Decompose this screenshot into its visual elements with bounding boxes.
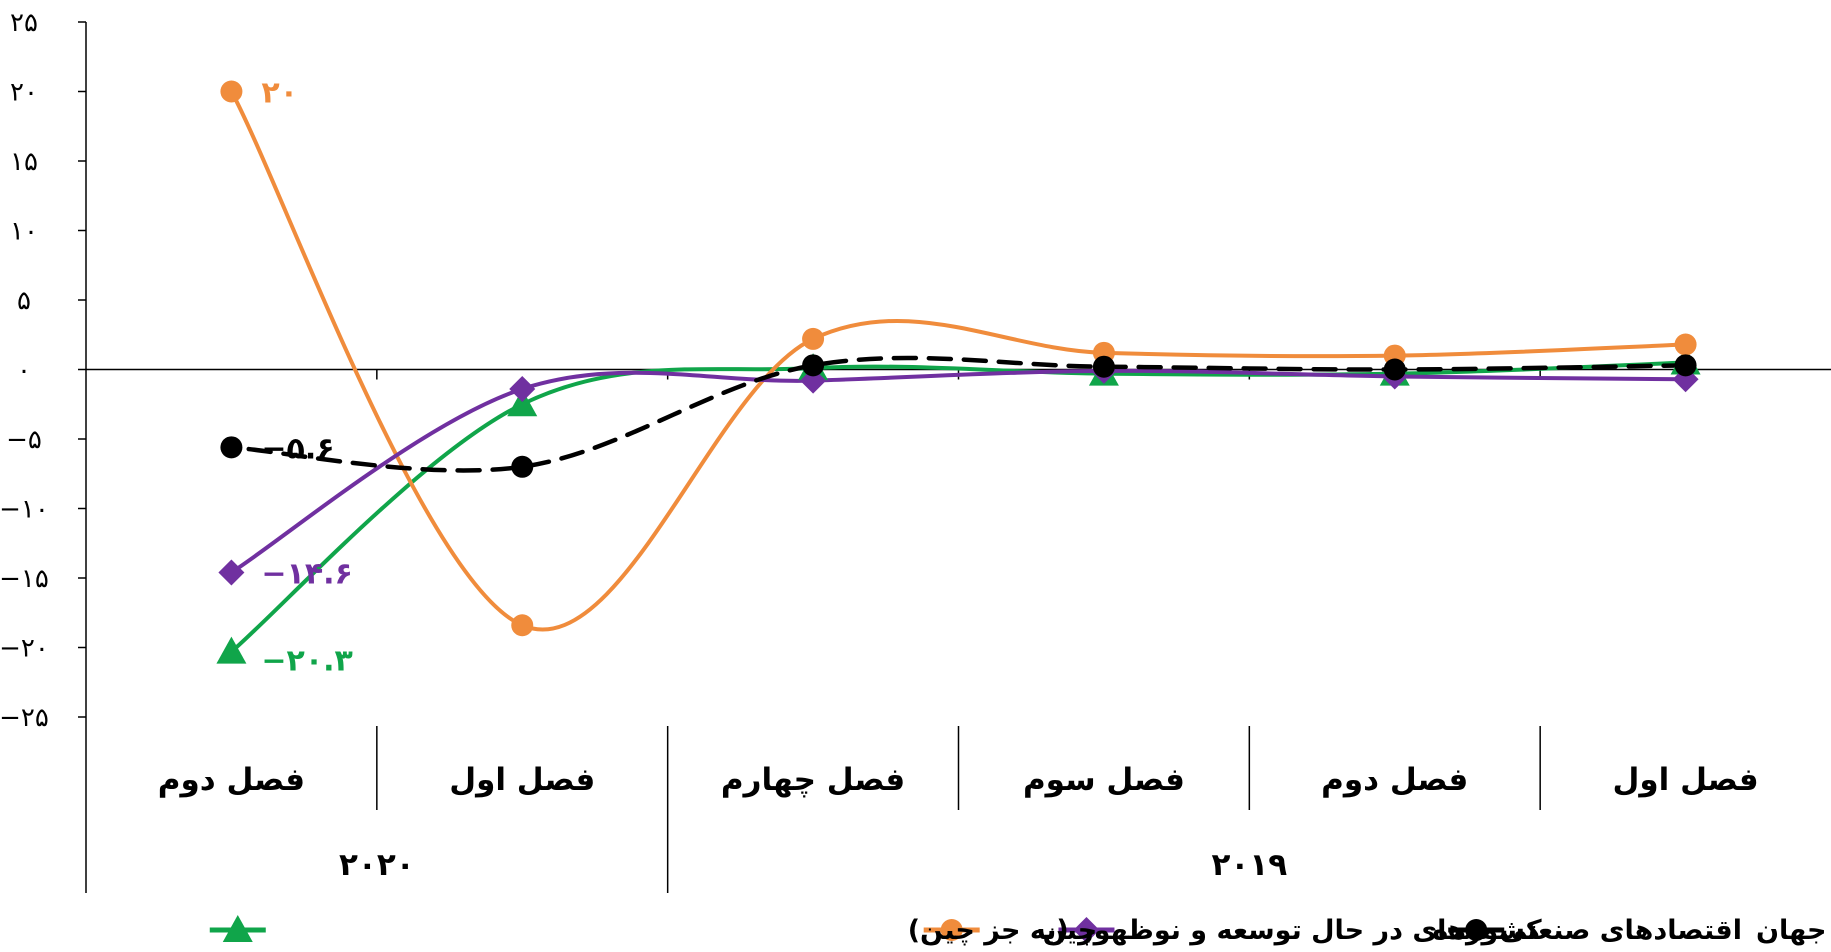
- category-label: فصل سوم: [1023, 762, 1185, 798]
- category-label: فصل دوم: [1321, 762, 1468, 798]
- data-point: [802, 327, 825, 350]
- series-line: [229, 368, 1688, 575]
- legend-label: اقتصادهای صنعتی شده: [1432, 915, 1742, 946]
- legend-label: چین: [1042, 915, 1097, 946]
- legend-entry: اقتصادهای صنعتی شده: [1058, 915, 1742, 946]
- legend-entry: کشورهای در حال توسعه و نوظهور (به جز چین…: [209, 915, 1542, 946]
- data-label: −۵.۶: [261, 431, 334, 466]
- legend-label: تولید صنعتی جهان: [1756, 915, 1831, 946]
- legend-label: کشورهای در حال توسعه و نوظهور (به جز چین…: [908, 915, 1542, 946]
- category-label: فصل دوم: [158, 762, 305, 798]
- y-tick-label: −۲۵: [0, 703, 49, 733]
- y-tick-label: ۱۵: [10, 147, 38, 177]
- series-line: [229, 89, 1688, 632]
- data-point: [216, 636, 247, 664]
- legend-swatch-marker: [1073, 917, 1100, 943]
- data-point: [1092, 355, 1115, 378]
- data-point: [1674, 333, 1697, 356]
- y-tick-label: ۲۰: [10, 78, 38, 108]
- legend-swatch-marker: [1465, 919, 1488, 941]
- data-point: [1674, 354, 1697, 377]
- data-label: −۱۴.۶: [261, 556, 352, 591]
- y-tick-label: −۱۵: [0, 564, 49, 594]
- data-label: −۲۰.۳: [261, 644, 352, 679]
- legend-swatch-marker: [222, 915, 253, 942]
- data-point: [511, 614, 534, 637]
- data-point: [218, 559, 245, 586]
- data-point: [509, 375, 536, 402]
- y-tick-label: ۰: [17, 356, 31, 386]
- y-tick-label: ۱۰: [10, 217, 38, 247]
- category-label: فصل اول: [449, 762, 595, 798]
- year-label: ۲۰۱۹: [1211, 847, 1287, 883]
- data-point: [1383, 358, 1406, 381]
- category-label: فصل چهارم: [721, 762, 905, 798]
- data-point: [507, 389, 538, 417]
- series-line: [229, 355, 1688, 473]
- y-tick-label: −۵: [6, 425, 42, 455]
- data-point: [511, 455, 534, 478]
- data-point: [220, 436, 243, 459]
- y-tick-label: ۵: [17, 286, 31, 316]
- series-line: [229, 360, 1688, 654]
- legend-swatch-marker: [940, 919, 963, 941]
- data-point: [220, 80, 243, 103]
- data-label: ۲۰: [261, 76, 298, 111]
- year-label: ۲۰۲۰: [339, 847, 415, 883]
- legend-entry: تولید صنعتی جهان: [1448, 915, 1831, 946]
- category-label: فصل اول: [1613, 762, 1759, 798]
- legend-entry: چین: [923, 915, 1097, 946]
- y-tick-label: −۱۰: [0, 495, 49, 525]
- data-point: [802, 354, 825, 377]
- y-tick-label: −۲۰: [0, 634, 49, 664]
- y-tick-label: ۲۵: [10, 8, 38, 38]
